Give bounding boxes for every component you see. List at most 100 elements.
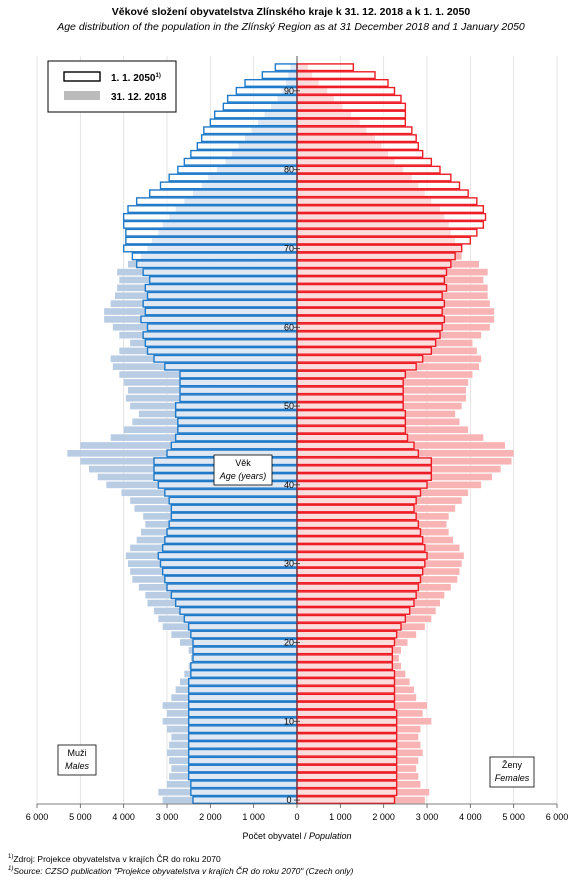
- bar-2050-female: [296, 378, 404, 387]
- bar-2050-male: [196, 142, 298, 151]
- bar-2050-male: [125, 228, 298, 237]
- bar-2050-female: [296, 315, 446, 324]
- bar-2050-male: [170, 512, 298, 521]
- bar-2050-female: [296, 189, 469, 198]
- bar-2050-male: [209, 118, 298, 127]
- bar-2050-male: [125, 236, 298, 245]
- bar-2050-male: [164, 575, 298, 584]
- bar-2050-male: [187, 756, 298, 765]
- bar-2050-male: [187, 693, 298, 702]
- svg-text:Věk: Věk: [235, 458, 251, 468]
- bar-2050-female: [296, 212, 487, 221]
- bar-2050-female: [296, 575, 422, 584]
- bar-2050-female: [296, 134, 417, 143]
- y-tick-label: 40: [284, 480, 294, 490]
- bar-2050-male: [135, 260, 298, 269]
- bar-2050-female: [296, 354, 424, 363]
- bar-2050-male: [148, 275, 298, 284]
- bar-2050-female: [296, 551, 428, 560]
- x-tick-label: 4 000: [459, 812, 482, 822]
- svg-text:Muži: Muži: [67, 748, 86, 758]
- bar-2050-male: [274, 63, 298, 72]
- bar-2050-male: [168, 173, 298, 182]
- legend-swatch-2018: [64, 91, 100, 100]
- bar-2050-male: [187, 733, 298, 742]
- bar-2050-female: [296, 173, 452, 182]
- bar-2050-female: [296, 86, 396, 95]
- bar-2050-female: [296, 236, 472, 245]
- bar-2050-female: [296, 425, 407, 434]
- bar-2050-male: [174, 402, 298, 411]
- bar-2050-female: [296, 402, 404, 411]
- bar-2050-male: [192, 638, 298, 647]
- bar-2050-female: [296, 244, 463, 253]
- bar-2050-female: [296, 394, 404, 403]
- footnote-source-cs: 1)Zdroj: Projekce obyvatelstva v krajích…: [8, 854, 221, 864]
- bar-2050-female: [296, 339, 437, 348]
- bar-2050-male: [168, 496, 298, 505]
- bar-2050-male: [164, 536, 298, 545]
- bar-2050-male: [187, 622, 298, 631]
- bar-2050-male: [122, 244, 298, 253]
- bar-2050-male: [187, 677, 298, 686]
- y-tick-label: 10: [284, 716, 294, 726]
- bar-2050-female: [296, 181, 461, 190]
- y-tick-label: 90: [284, 86, 294, 96]
- bar-2050-female: [296, 275, 446, 284]
- bar-2050-male: [166, 583, 298, 592]
- y-tick-label: 50: [284, 401, 294, 411]
- bar-2050-female: [296, 142, 420, 151]
- x-tick-label: 0: [294, 812, 299, 822]
- bar-2050-female: [296, 796, 396, 805]
- bar-2050-male: [261, 71, 298, 80]
- bar-2050-male: [190, 662, 298, 671]
- bar-2050-female: [296, 543, 426, 552]
- bar-2050-female: [296, 63, 355, 72]
- bar-2050-male: [179, 386, 298, 395]
- bar-2050-female: [296, 528, 422, 537]
- x-tick-label: 6 000: [546, 812, 569, 822]
- x-tick-label: 6 000: [26, 812, 49, 822]
- bar-2050-female: [296, 228, 478, 237]
- center-age-label: Věk Age (years): [213, 454, 273, 486]
- bar-2050-female: [296, 197, 478, 206]
- bar-2050-male: [187, 764, 298, 773]
- x-tick-label: 2 000: [199, 812, 222, 822]
- bar-2050-female: [296, 71, 376, 80]
- bar-2050-male: [203, 126, 298, 135]
- bar-2050-male: [190, 669, 298, 678]
- bar-2050-female: [296, 717, 398, 726]
- x-tick-label: 2 000: [372, 812, 395, 822]
- bar-2050-female: [296, 283, 448, 292]
- bar-2050-male: [179, 394, 298, 403]
- y-tick-label: 70: [284, 243, 294, 253]
- bar-2050-female: [296, 606, 411, 615]
- bar-2050-female: [296, 386, 404, 395]
- bar-2050-female: [296, 591, 417, 600]
- bar-2050-male: [159, 181, 298, 190]
- bar-2050-female: [296, 441, 415, 450]
- bar-2050-female: [296, 268, 448, 277]
- bar-2050-female: [296, 662, 394, 671]
- y-tick-label: 0: [286, 795, 291, 805]
- chart-title: Věkové složení obyvatelstva Zlínského kr…: [111, 6, 471, 18]
- bar-2050-female: [296, 654, 394, 663]
- legend: 1. 1. 20501) 31. 12. 2018: [47, 60, 177, 113]
- bar-2050-female: [296, 567, 424, 576]
- bar-2050-male: [135, 197, 298, 206]
- bar-2050-male: [164, 488, 298, 497]
- bar-2050-male: [187, 725, 298, 734]
- bar-2050-male: [146, 291, 298, 300]
- chart-subtitle: Age distribution of the population in th…: [57, 21, 525, 33]
- bar-2050-male: [142, 299, 298, 308]
- bar-2050-male: [192, 646, 298, 655]
- svg-text:Age (years): Age (years): [219, 471, 267, 481]
- bar-2050-female: [296, 370, 407, 379]
- bar-2050-male: [174, 409, 298, 418]
- bar-2050-male: [190, 149, 298, 158]
- bar-2050-male: [177, 417, 298, 426]
- bar-2050-female: [296, 504, 415, 513]
- bar-2050-female: [296, 740, 398, 749]
- bar-2050-female: [296, 496, 417, 505]
- bar-2050-male: [148, 189, 298, 198]
